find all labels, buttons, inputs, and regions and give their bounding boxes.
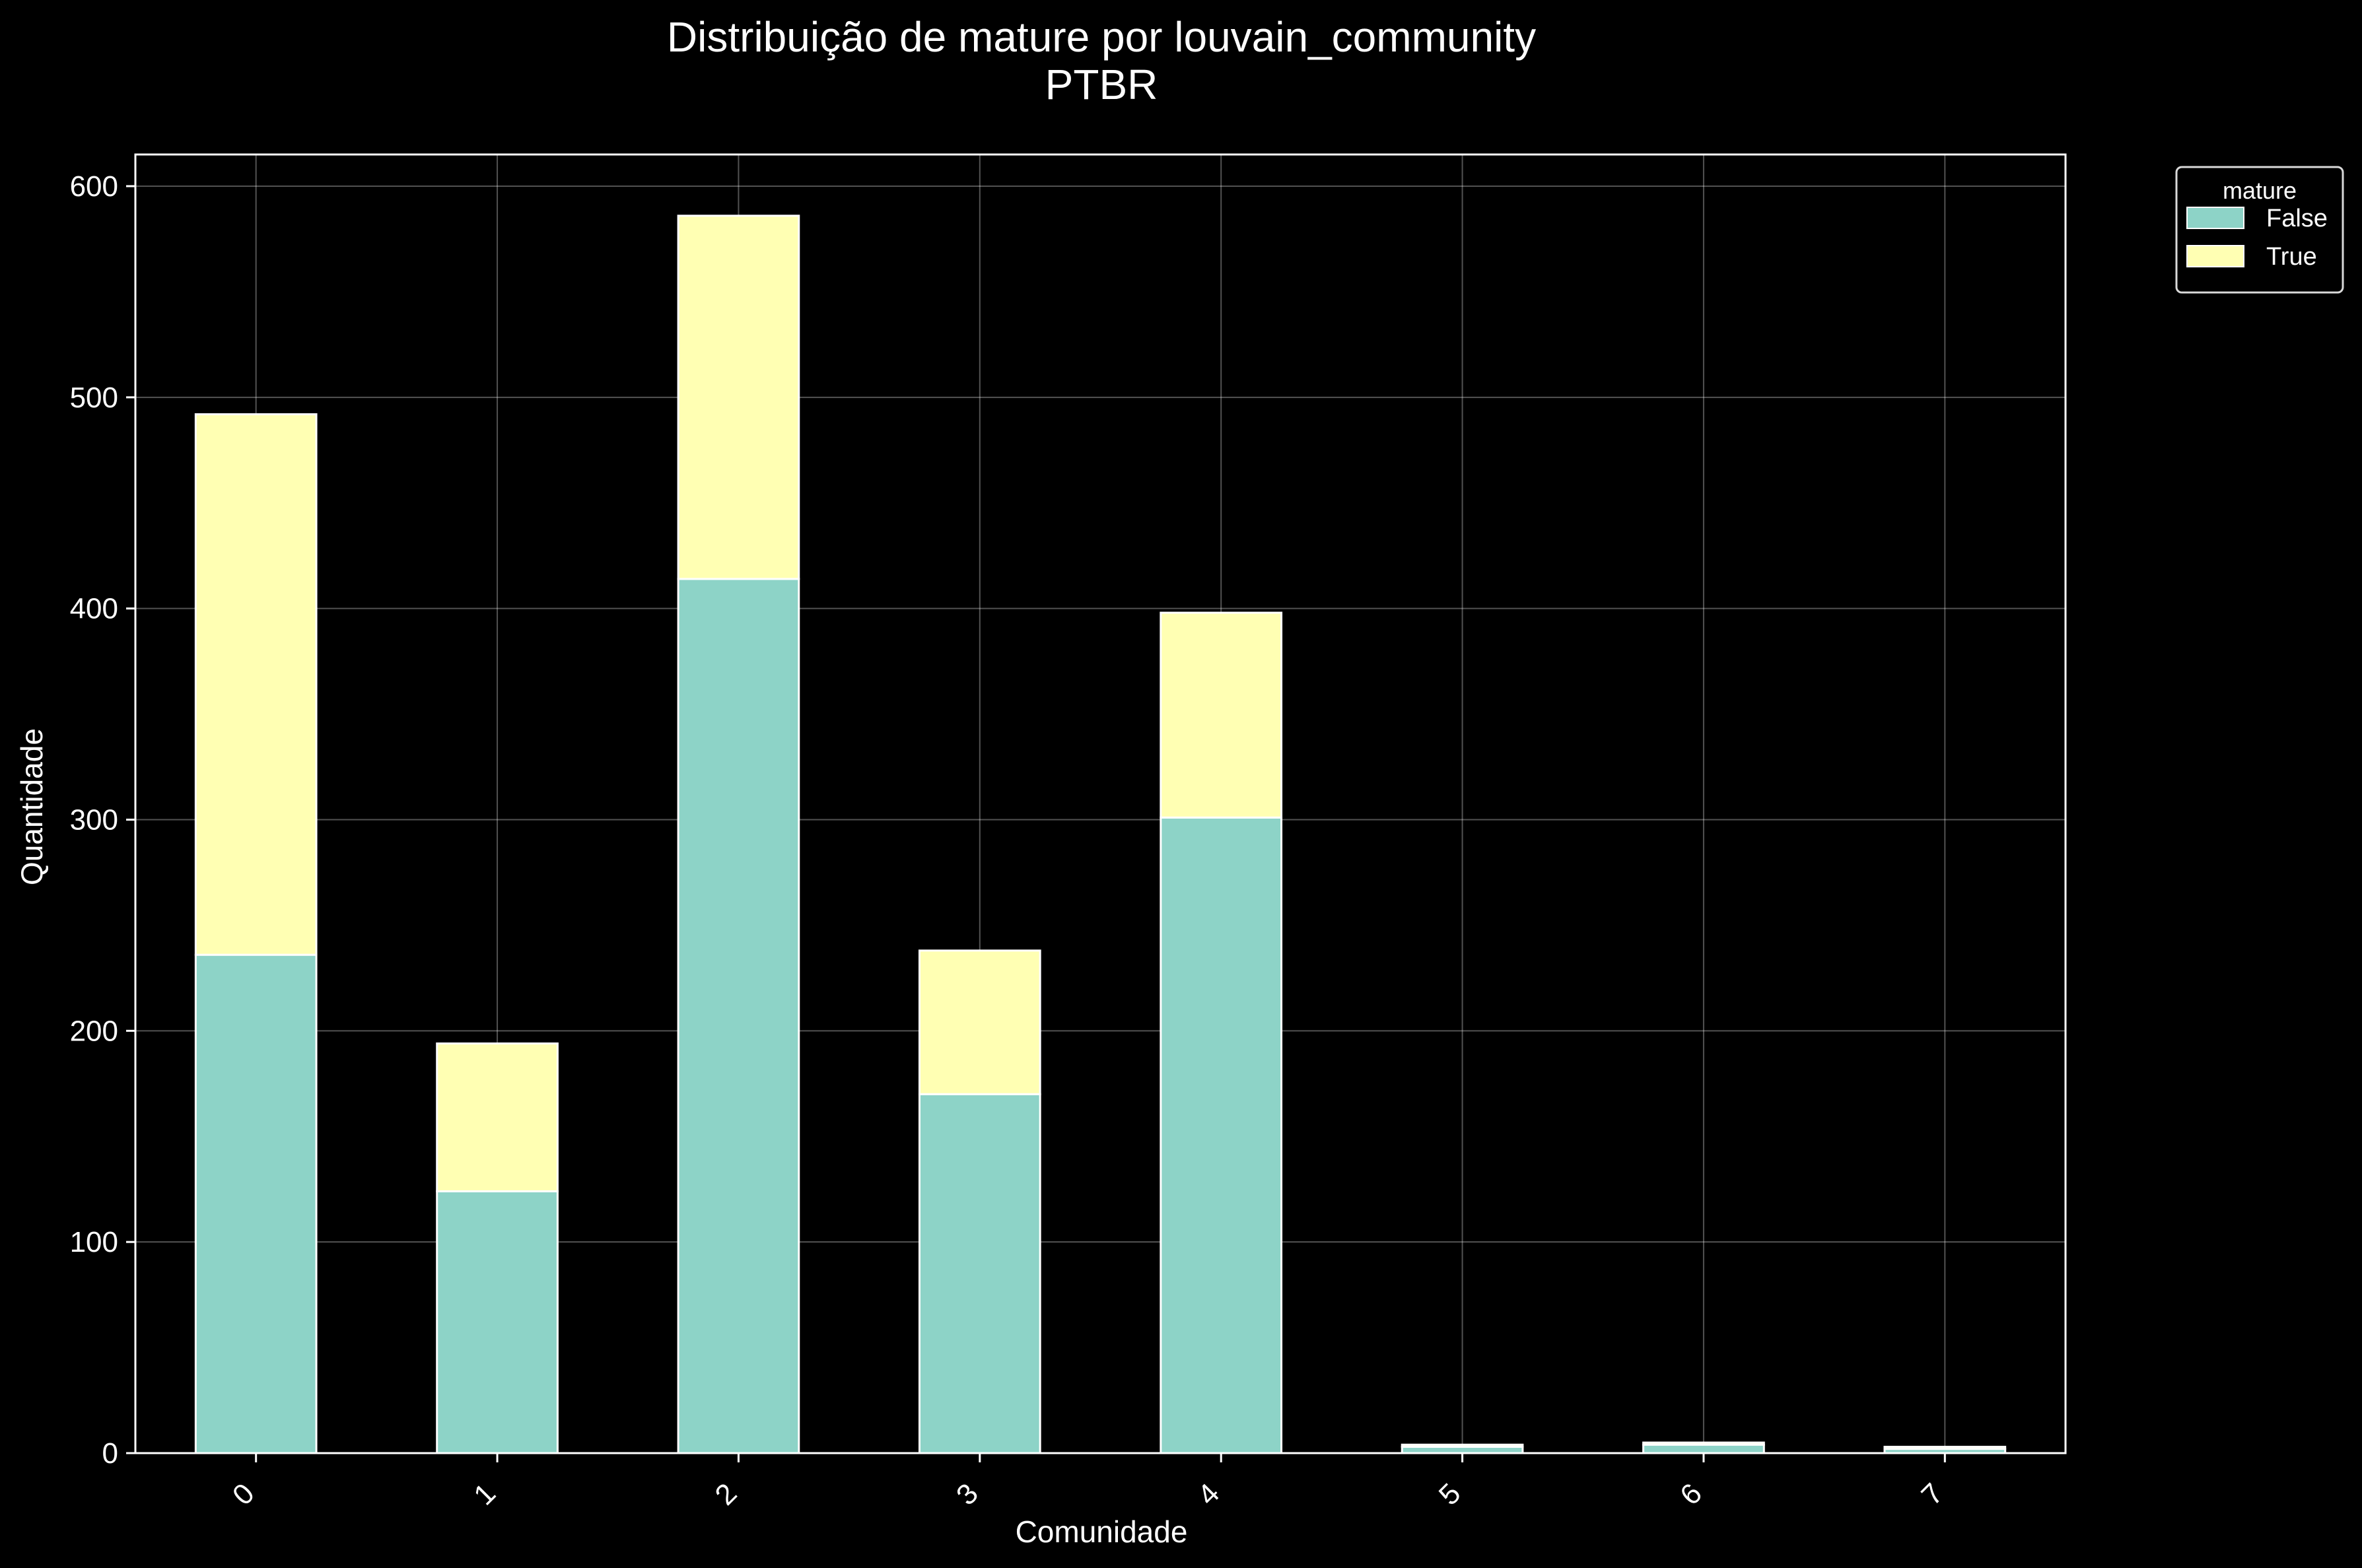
y-tick-label: 600 [70,170,118,203]
chart-title: Distribuição de mature por louvain_commu… [667,13,1536,61]
bar-true-5 [1401,1443,1524,1448]
bars [194,215,2007,1454]
legend-items: False True [2186,205,2328,271]
y-tick-label: 400 [70,593,118,625]
y-tick-label: 300 [70,803,118,836]
plot-frame [134,153,2067,1454]
bar-true-4 [1160,611,1283,819]
bar-true-3 [918,949,1041,1095]
bar-false-6 [1642,1443,1765,1454]
y-tick-label: 100 [70,1226,118,1258]
legend-swatch-false [2186,207,2244,229]
bar-true-1 [436,1042,559,1192]
bar-true-6 [1642,1441,1765,1446]
y-tick-label: 500 [70,382,118,414]
y-tick-label: 0 [102,1437,118,1470]
y-axis-ticks: 0 100 200 300 400 500 600 [70,170,135,1470]
x-axis-label: Comunidade [1016,1515,1188,1549]
bar-true-7 [1883,1445,2007,1450]
bar-false-0 [194,953,318,1454]
bar-true-0 [194,413,318,956]
legend: mature False True [2175,166,2344,294]
legend-title: mature [2223,177,2297,204]
bar-true-2 [677,215,800,580]
legend-swatch-true [2186,245,2244,267]
legend-label-false: False [2266,205,2328,232]
bar-false-2 [677,578,800,1454]
bar-false-3 [918,1093,1041,1454]
chart-subtitle: PTBR [1045,61,1158,108]
y-axis-label: Quantidade [15,728,49,885]
bar-false-4 [1160,816,1283,1454]
legend-label-true: True [2266,243,2317,271]
y-tick-label: 200 [70,1015,118,1047]
bar-false-1 [436,1190,559,1454]
